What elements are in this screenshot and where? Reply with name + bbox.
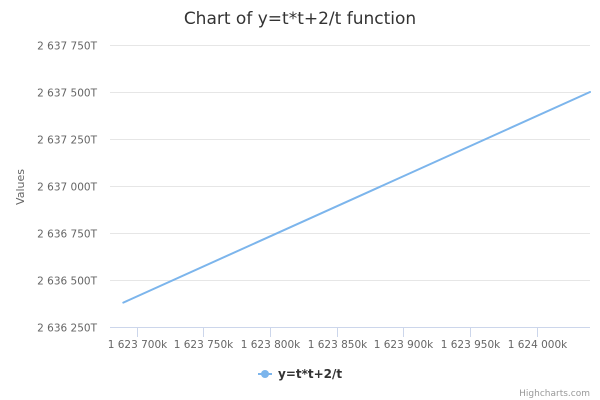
series-layer [122, 91, 591, 304]
y-gridlines [110, 45, 590, 281]
y-tick-label: 2 637 000T [37, 182, 97, 194]
x-tick-label: 1 623 700k [108, 339, 168, 351]
y-tick-label: 2 637 500T [37, 88, 97, 100]
x-tick-label: 1 623 950k [441, 339, 501, 351]
x-axis-ticks [137, 327, 538, 337]
x-tick-label: 1 623 900k [374, 339, 434, 351]
x-axis-tick-labels: 1 623 700k 1 623 750k 1 623 800k 1 623 850k… [108, 339, 568, 351]
chart-title: Chart of y=t*t+2/t function [184, 9, 416, 29]
y-tick-label: 2 637 750T [37, 41, 97, 53]
y-axis-title: Values [14, 169, 27, 205]
credits-link[interactable]: Highcharts.com [519, 389, 590, 399]
y-axis-tick-labels: 2 636 250T 2 636 500T 2 636 750T 2 637 000T… [37, 41, 97, 335]
legend-marker-icon [261, 370, 269, 378]
x-tick-label: 1 623 750k [174, 339, 234, 351]
series-line[interactable] [122, 91, 591, 304]
legend-item-label[interactable]: y=t*t+2/t [278, 367, 342, 381]
legend[interactable]: y=t*t+2/t [258, 367, 342, 381]
y-tick-label: 2 636 500T [37, 276, 97, 288]
y-tick-label: 2 637 250T [37, 135, 97, 147]
y-tick-label: 2 636 250T [37, 323, 97, 335]
x-tick-label: 1 624 000k [508, 339, 568, 351]
y-tick-label: 2 636 750T [37, 229, 97, 241]
x-tick-label: 1 623 850k [308, 339, 368, 351]
x-tick-label: 1 623 800k [241, 339, 301, 351]
